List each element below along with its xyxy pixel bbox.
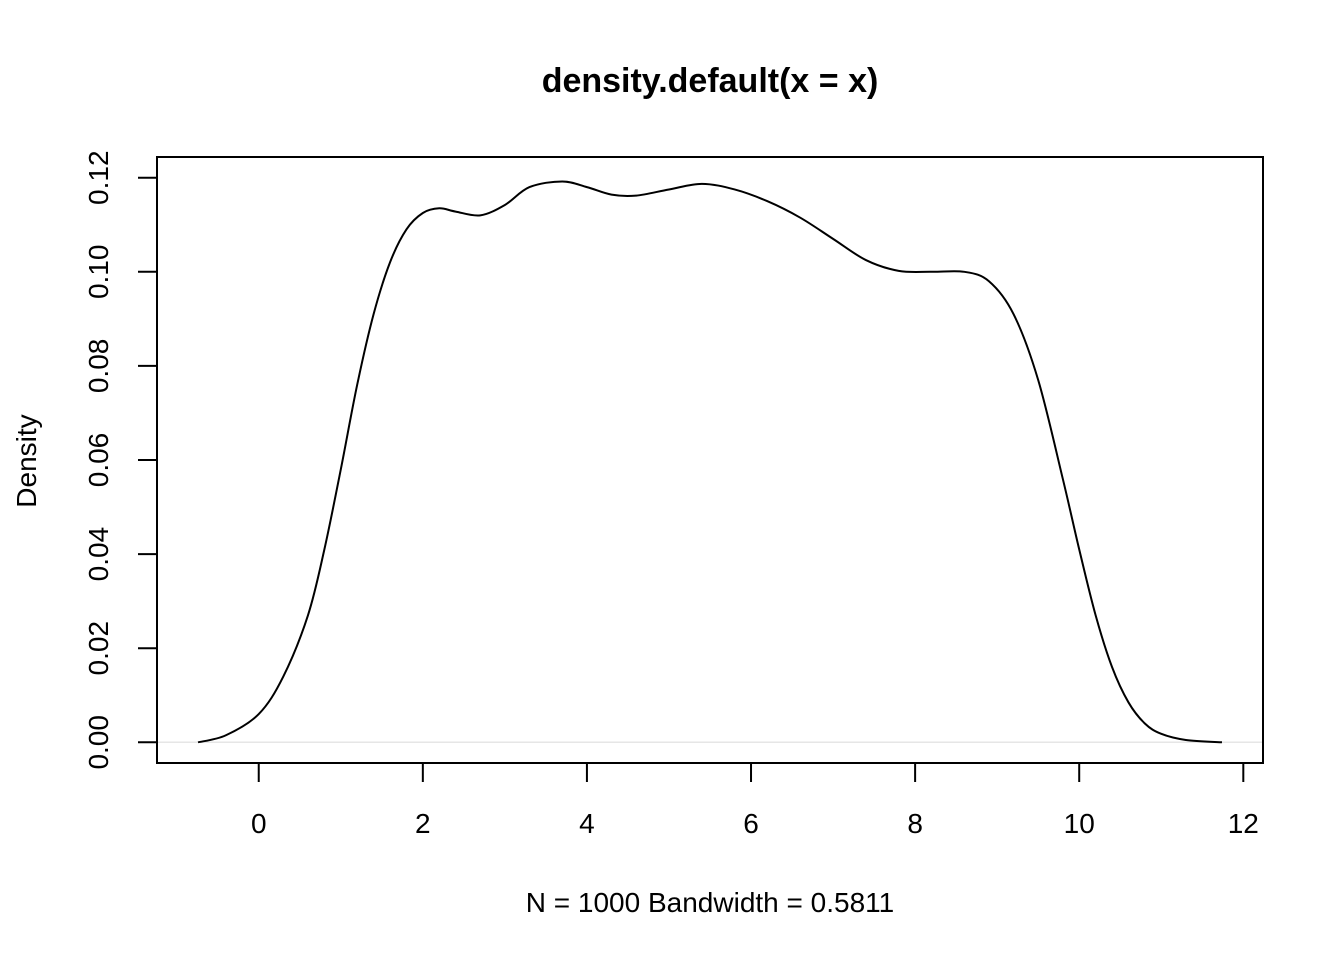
x-tick-label: 0 — [251, 808, 267, 839]
chart-title: density.default(x = x) — [542, 62, 879, 100]
x-tick-label: 10 — [1064, 808, 1095, 839]
y-tick-label: 0.02 — [83, 621, 114, 676]
y-tick-label: 0.12 — [83, 150, 114, 205]
x-tick-label: 4 — [579, 808, 595, 839]
y-tick-label: 0.08 — [83, 339, 114, 394]
density-curve — [197, 180, 1223, 744]
x-tick-label: 6 — [743, 808, 759, 839]
x-axis: 0 2 4 6 8 10 12 — [251, 762, 1259, 839]
y-axis-label: Density — [11, 414, 42, 507]
x-tick-label: 12 — [1228, 808, 1259, 839]
x-tick-label: 8 — [907, 808, 923, 839]
x-axis-label: N = 1000 Bandwidth = 0.5811 — [526, 887, 894, 918]
y-axis: 0.00 0.02 0.04 0.06 0.08 0.10 0.12 — [83, 150, 158, 770]
y-tick-label: 0.06 — [83, 433, 114, 488]
y-tick-label: 0.00 — [83, 715, 114, 770]
y-tick-label: 0.10 — [83, 245, 114, 300]
y-tick-label: 0.04 — [83, 527, 114, 582]
x-tick-label: 2 — [415, 808, 431, 839]
plot-frame — [156, 156, 1264, 764]
